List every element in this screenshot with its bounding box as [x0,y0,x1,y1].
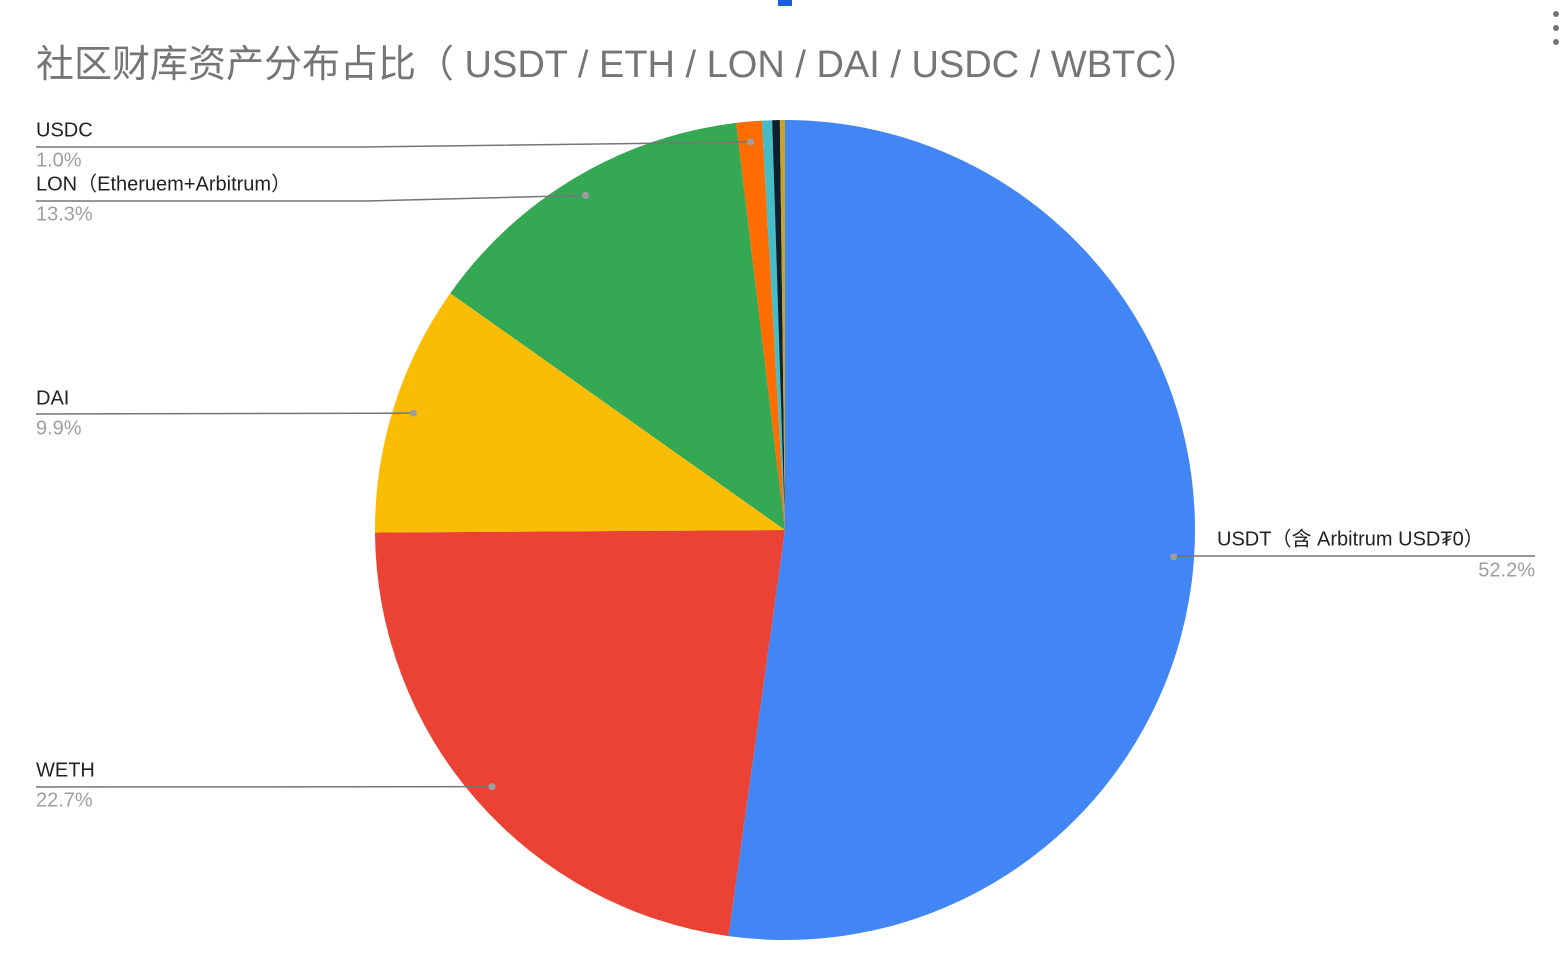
slice-value-label: 1.0% [36,149,82,171]
pie-slice [779,120,785,530]
leader-dot [409,409,417,417]
pie-slice [761,120,785,531]
leader-dot [747,138,755,146]
leader-dot [582,191,590,199]
pie-slice [375,293,785,533]
slice-value-label: 13.3% [36,203,93,225]
slice-label: USDC [36,119,93,141]
leader-line [1172,555,1535,557]
slice-label: WETH [36,759,95,781]
slice-value-label: 52.2% [1478,559,1535,581]
leader-dot [488,783,496,791]
chart-title: 社区财库资产分布占比（ USDT / ETH / LON / DAI / USD… [36,44,1201,86]
leader-line [35,412,414,415]
leader-dot [1170,553,1178,561]
slice-value-label: 22.7% [36,789,93,811]
slice-label: DAI [36,387,69,409]
slice-value-label: 9.9% [36,417,82,439]
top-marker [778,0,792,6]
pie-slice [450,122,785,531]
menu-icon[interactable] [1553,11,1559,45]
leader-line [36,141,751,148]
pie-slice [772,120,785,530]
menu-dot [1553,25,1559,31]
leader-line [36,194,586,202]
slice-label: USDT（含 Arbitrum USD₮0） [1217,527,1484,550]
pie-slice [375,530,785,937]
menu-dot [1553,39,1559,45]
pie-slice [736,120,785,530]
slice-label: LON（Etheruem+Arbitrum） [36,172,291,195]
pie-slice [728,120,1196,941]
menu-dot [1553,11,1559,17]
